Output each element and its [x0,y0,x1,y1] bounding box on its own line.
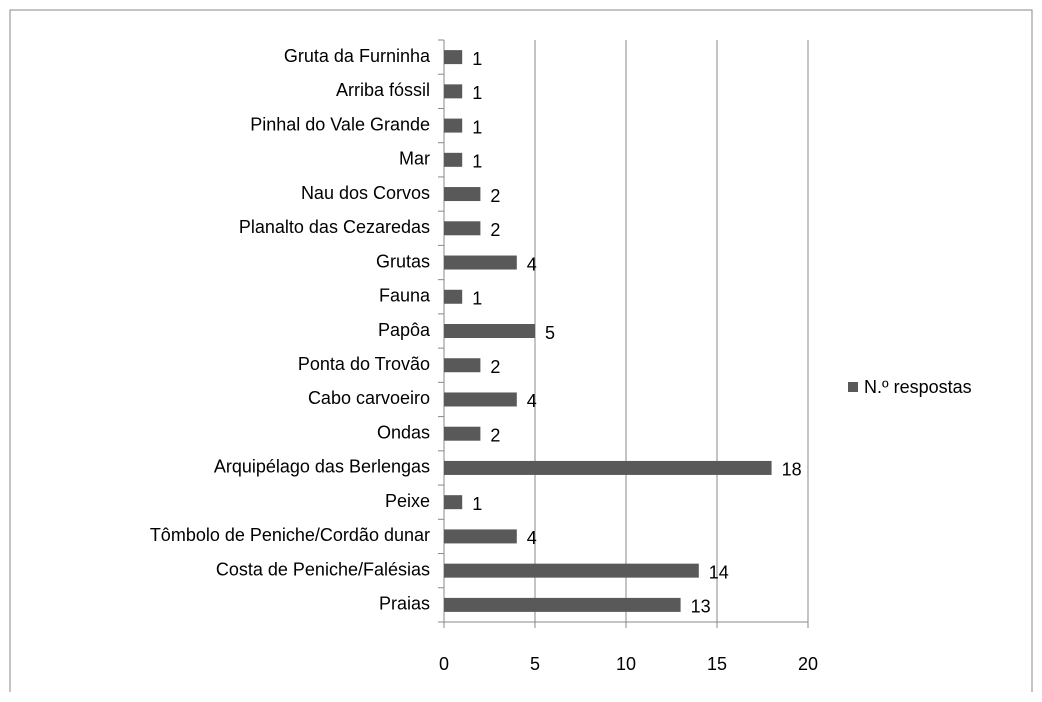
data-label: 5 [545,323,555,343]
chart-border [9,9,1033,692]
bar [444,118,463,133]
data-label: 1 [472,289,482,309]
y-tick-label: Cabo carvoeiro [308,388,430,408]
bar [444,84,463,99]
y-tick-label: Ondas [377,422,430,442]
legend-swatch [848,382,858,392]
bar [444,426,481,441]
bar [444,324,535,338]
y-tick-label: Mar [399,149,430,169]
y-tick-label: Grutas [376,251,430,271]
data-label: 1 [472,152,482,172]
bar [444,460,772,475]
y-tick-label: Gruta da Furninha [284,46,431,66]
bar [444,392,517,407]
y-tick-label: Peixe [385,491,430,511]
data-label: 2 [490,357,500,377]
y-tick-label: Arriba fóssil [336,80,430,100]
bar [444,152,463,167]
data-label: 1 [472,83,482,103]
data-label: 1 [472,117,482,137]
data-label: 2 [490,186,500,206]
data-label: 2 [490,425,500,445]
bar [444,255,517,270]
y-tick-label: Ponta do Trovão [298,354,430,374]
data-label: 1 [472,494,482,514]
data-label: 2 [490,220,500,240]
y-tick-label: Planalto das Cezaredas [239,217,430,237]
y-tick-label: Costa de Peniche/Falésias [216,559,430,579]
bar [444,358,481,373]
legend-label: N.º respostas [864,377,972,397]
y-tick-label: Nau dos Corvos [301,183,430,203]
data-label: 4 [527,254,537,274]
y-tick-label: Tômbolo de Peniche/Cordão dunar [150,525,430,545]
y-tick-label: Pinhal do Vale Grande [250,114,430,134]
bar [444,597,681,612]
bar [444,563,699,578]
y-tick-label: Fauna [379,286,431,306]
y-tick-label: Praias [379,594,430,614]
data-label: 18 [782,460,802,480]
y-tick-label: Arquipélago das Berlengas [214,457,430,477]
bar [444,187,481,202]
bar [444,289,463,304]
data-label: 13 [691,597,711,617]
x-tick-label: 20 [798,654,818,674]
data-label: 4 [527,528,537,548]
x-tick-label: 15 [707,654,727,674]
bar [444,221,481,236]
bar [444,50,463,65]
x-tick-label: 10 [616,654,636,674]
x-tick-label: 5 [530,654,540,674]
bar [444,529,517,544]
data-label: 14 [709,562,729,582]
x-tick-label: 0 [439,654,449,674]
data-label: 1 [472,49,482,69]
bar [444,495,463,510]
data-label: 4 [527,391,537,411]
y-tick-label: Papôa [378,320,431,340]
